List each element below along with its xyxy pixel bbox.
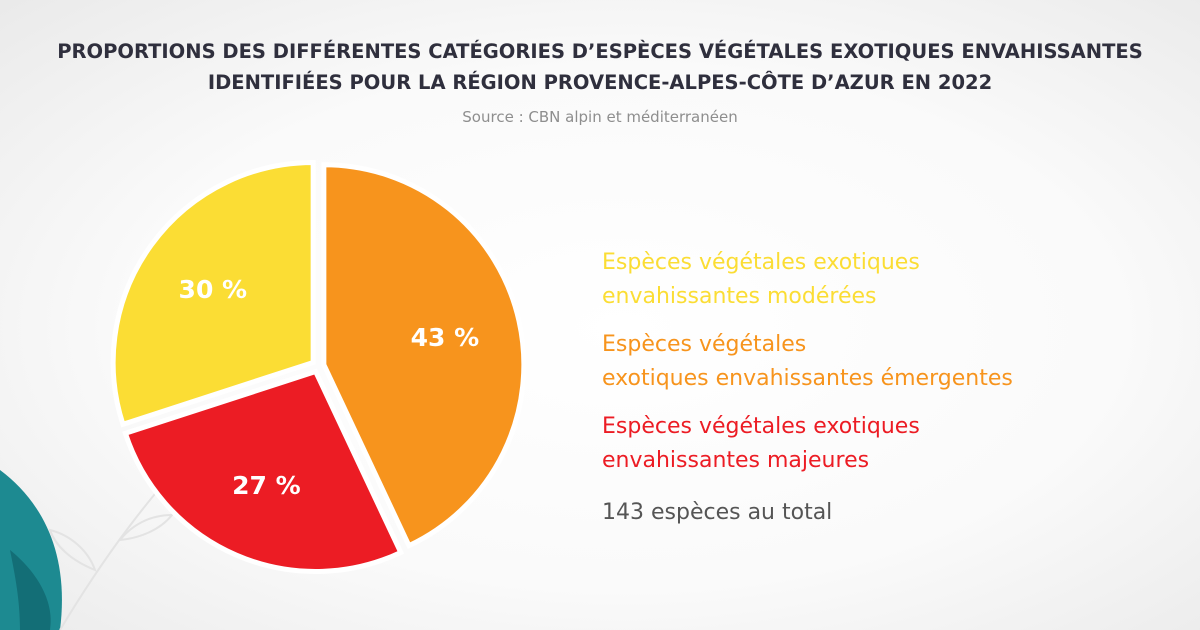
legend-label-line: Espèces végétales [602, 332, 807, 357]
pie-slice-emergentes [321, 162, 527, 549]
pie-slice-label-moderees: 30 % [179, 275, 248, 304]
leaf-frond-right [117, 513, 175, 542]
pie-chart: 43 % 27 % 30 % [110, 159, 527, 574]
legend-label-line: exotiques envahissantes émergentes [602, 366, 1013, 391]
legend-label-line: envahissantes majeures [602, 448, 870, 473]
chart-source: Source : CBN alpin et méditerranéen [462, 108, 738, 126]
chart-header: PROPORTIONS DES DIFFÉRENTES CATÉGORIES D… [0, 36, 1200, 126]
legend-label-line: Espèces végétales exotiques [602, 250, 920, 275]
legend-item-moderees: Espèces végétales exotiques envahissante… [602, 246, 1182, 314]
chart-legend: Espèces végétales exotiques envahissante… [602, 246, 1182, 530]
leaf-frond-left [48, 528, 97, 572]
total-species-count: 143 espèces au total [602, 500, 833, 525]
legend-label-line: envahissantes modérées [602, 284, 877, 309]
leaf-decoration [0, 464, 181, 630]
teal-leaf-shape-small [10, 550, 51, 630]
legend-label-line: Espèces végétales exotiques [602, 414, 920, 439]
pie-slice-majeures [122, 368, 405, 574]
pie-slice-label-majeures: 27 % [232, 471, 301, 500]
teal-leaf-shape [0, 470, 62, 630]
chart-title-line-1: PROPORTIONS DES DIFFÉRENTES CATÉGORIES D… [57, 40, 1143, 63]
chart-title-line-2: IDENTIFIÉES POUR LA RÉGION PROVENCE-ALPE… [207, 71, 993, 94]
pie-slice-label-emergentes: 43 % [411, 323, 480, 352]
legend-item-emergentes: Espèces végétales exotiques envahissante… [602, 328, 1182, 396]
pie-slice-moderees [110, 159, 316, 428]
legend-item-majeures: Espèces végétales exotiques envahissante… [602, 410, 1182, 478]
